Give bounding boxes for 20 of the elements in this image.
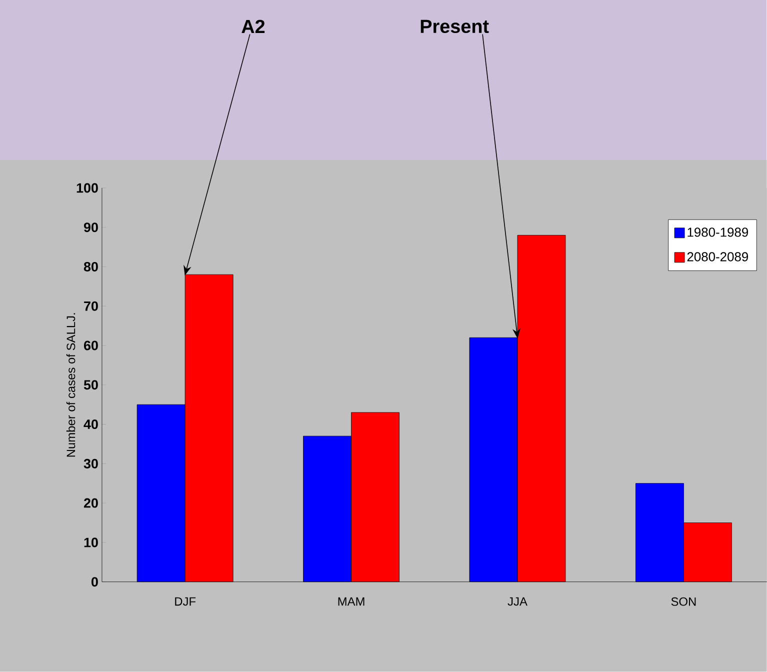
y-tick-label: 10 xyxy=(84,538,98,548)
y-tick-label: 0 xyxy=(92,577,98,587)
y-tick-label: 40 xyxy=(84,420,98,430)
y-tick-label: 50 xyxy=(84,380,98,390)
y-tick-label: 100 xyxy=(76,183,98,193)
y-axis-title: Number of cases of SALLJ. xyxy=(66,313,76,457)
y-tick-label: 90 xyxy=(84,222,98,232)
x-tick-label: JJA xyxy=(508,597,528,606)
y-tick-label: 80 xyxy=(84,262,98,272)
annotation: A2 xyxy=(242,20,265,34)
x-tick-label: SON xyxy=(671,597,696,606)
y-tick-label: 70 xyxy=(84,301,98,311)
x-tick-label: MAM xyxy=(338,597,364,606)
legend-label: 1980-1989 xyxy=(688,228,748,237)
x-tick-label: DJF xyxy=(175,597,196,606)
y-tick-label: 60 xyxy=(84,340,98,350)
y-tick-label: 30 xyxy=(84,458,98,469)
y-tick-label: 20 xyxy=(84,498,98,508)
annotation: Present xyxy=(420,20,489,34)
legend-label: 2080-2089 xyxy=(687,252,748,262)
